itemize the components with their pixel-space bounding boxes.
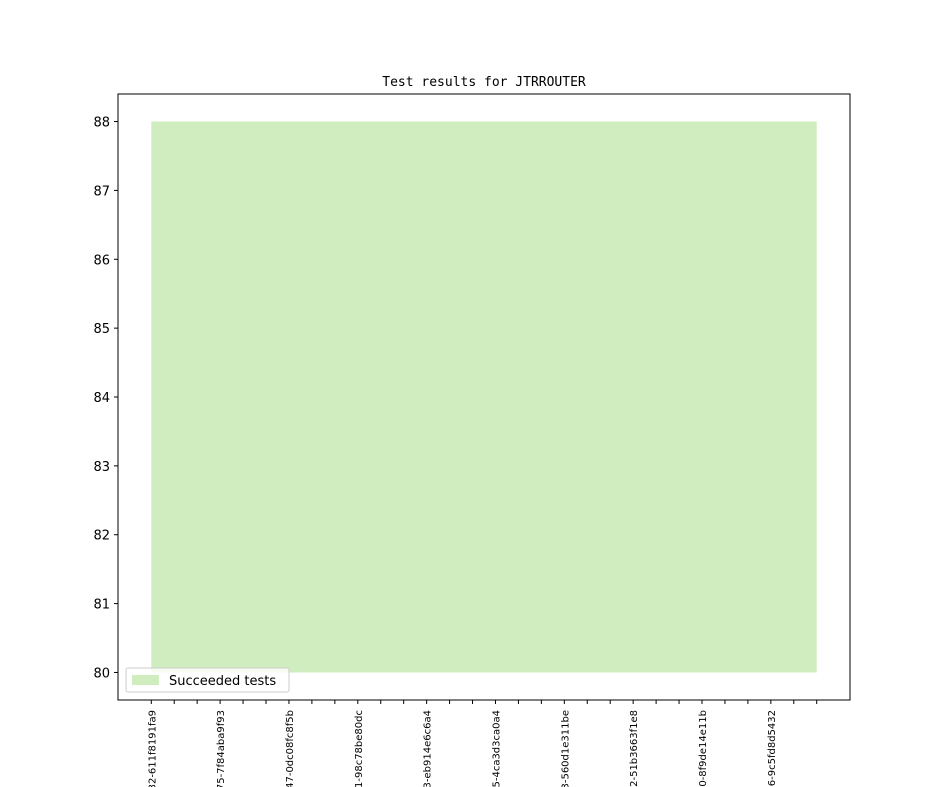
y-tick-label: 88	[93, 116, 110, 131]
legend-swatch	[132, 675, 159, 685]
y-tick-label: 86	[93, 253, 110, 268]
y-tick-label: 84	[93, 391, 110, 406]
x-tick-label: 0-8f9de14e11b	[698, 710, 709, 787]
x-tick-label: 3-eb914e6c6a4	[423, 710, 434, 787]
legend-label: Succeeded tests	[169, 674, 276, 689]
chart-title: Test results for JTRROUTER	[382, 75, 586, 90]
y-tick-label: 81	[93, 598, 110, 613]
x-tick-label: 5-4ca3d3ca0a4	[491, 710, 502, 787]
x-tick-label: 1-98c78be80dc	[354, 710, 365, 787]
x-tick-label: 47-0dc08fc8f5b	[285, 710, 296, 787]
y-tick-label: 87	[93, 184, 110, 199]
area	[151, 121, 817, 673]
y-tick-label: 83	[93, 460, 110, 475]
x-tick-label: 3-560d1e311be	[560, 710, 571, 787]
x-tick-label: 2-51b3663f1e8	[629, 710, 640, 787]
x-tick-label: 32-611f8191fa9	[147, 710, 158, 787]
x-tick-label: 6-9c5fd8d5432	[767, 710, 778, 786]
y-tick-label: 82	[93, 529, 110, 544]
x-tick-label: 75-7f84aba9f93	[216, 710, 227, 787]
y-tick-label: 85	[93, 322, 110, 337]
y-tick-label: 80	[93, 666, 110, 681]
legend-frame	[125, 667, 290, 693]
